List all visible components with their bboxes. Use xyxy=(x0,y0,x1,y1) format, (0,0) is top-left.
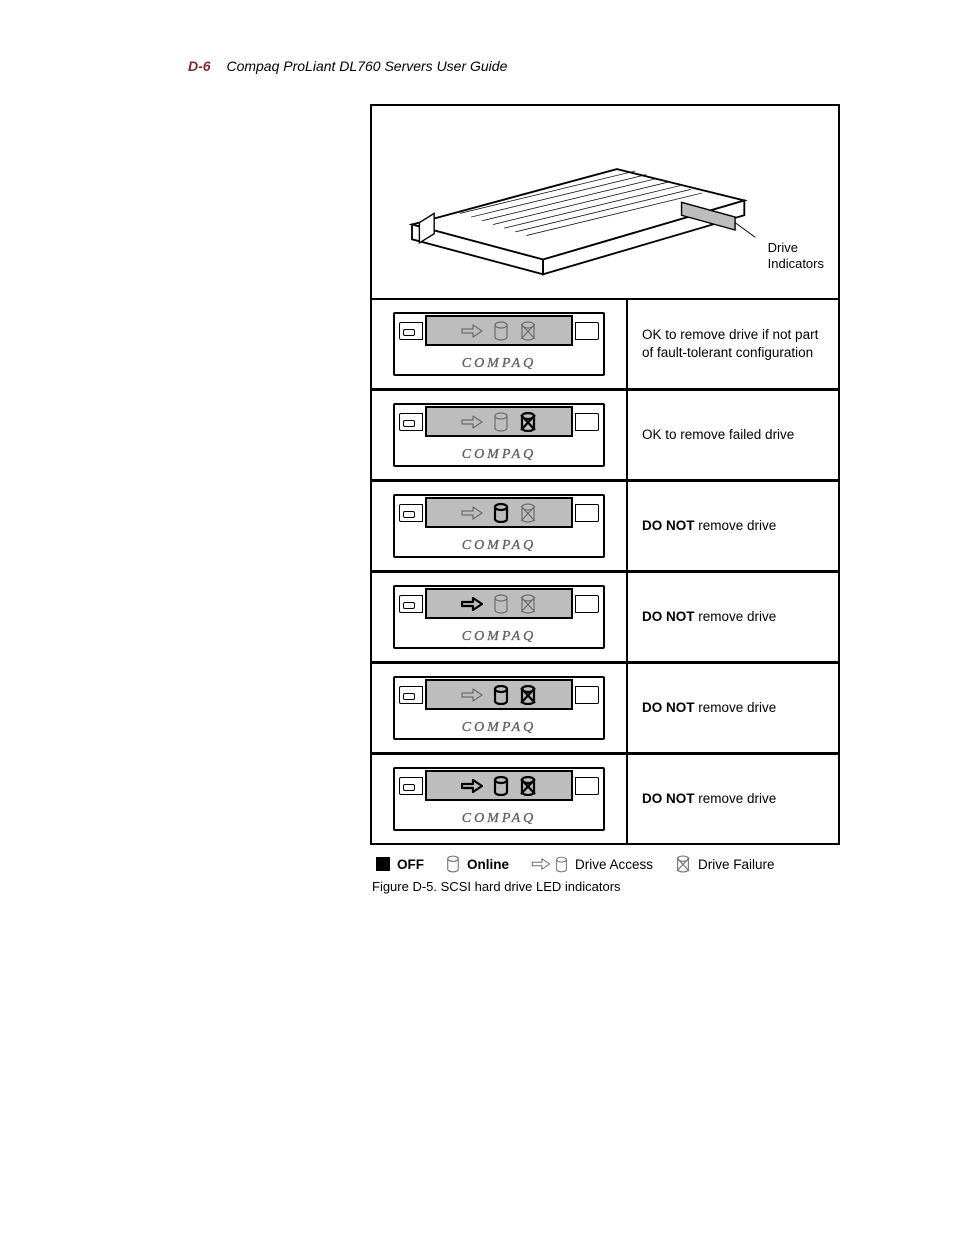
latch-right-icon xyxy=(575,777,599,795)
drive-panel-cell: COMPAQ xyxy=(372,482,628,570)
online-led-icon xyxy=(493,412,509,432)
label-line1: Drive xyxy=(768,240,798,255)
indicator-row: COMPAQ DO NOT remove drive xyxy=(370,754,840,845)
desc-bold: DO NOT xyxy=(642,791,695,806)
desc-bold: DO NOT xyxy=(642,700,695,715)
brand-text: COMPAQ xyxy=(393,629,605,645)
led-strip xyxy=(425,406,573,437)
drive-front-panel: COMPAQ xyxy=(393,494,605,558)
drive-access-led-icon xyxy=(461,596,483,612)
row-description: OK to remove drive if not part of fault-… xyxy=(628,300,838,388)
drive-access-led-icon xyxy=(461,687,483,703)
indicator-row: COMPAQ DO NOT remove drive xyxy=(370,663,840,754)
led-strip xyxy=(425,770,573,801)
drive-panel-cell: COMPAQ xyxy=(372,664,628,752)
cylinder-icon xyxy=(446,855,460,873)
led-strip xyxy=(425,315,573,346)
led-strip xyxy=(425,497,573,528)
indicator-row: COMPAQ OK to remove drive if not part of… xyxy=(370,298,840,390)
drive-isometric-drawing xyxy=(390,158,770,278)
row-description: DO NOT remove drive xyxy=(628,573,838,661)
drive-front-panel: COMPAQ xyxy=(393,312,605,376)
drive-panel-cell: COMPAQ xyxy=(372,755,628,843)
drive-isometric-cell: Drive Indicators xyxy=(370,104,840,298)
led-strip xyxy=(425,679,573,710)
drive-panel-cell: COMPAQ xyxy=(372,391,628,479)
latch-right-icon xyxy=(575,413,599,431)
row-description: DO NOT remove drive xyxy=(628,664,838,752)
drive-access-led-icon xyxy=(461,778,483,794)
latch-left-icon xyxy=(399,504,423,522)
indicator-row: COMPAQ OK to remove failed drive xyxy=(370,390,840,481)
desc-bold: DO NOT xyxy=(642,518,695,533)
online-led-icon xyxy=(493,503,509,523)
latch-right-icon xyxy=(575,504,599,522)
legend-off: OFF xyxy=(376,857,424,872)
document-title: Compaq ProLiant DL760 Servers User Guide xyxy=(226,58,507,74)
drive-failure-led-icon xyxy=(519,685,537,705)
row-description: OK to remove failed drive xyxy=(628,391,838,479)
legend-off-label: OFF xyxy=(397,857,424,872)
figure-d5: Drive Indicators COMPAQ OK to remove dri… xyxy=(370,104,840,894)
legend-failure: Drive Failure xyxy=(675,855,775,873)
legend-online: Online xyxy=(446,855,509,873)
drive-front-panel: COMPAQ xyxy=(393,676,605,740)
brand-text: COMPAQ xyxy=(393,538,605,554)
drive-access-led-icon xyxy=(461,323,483,339)
drive-failure-led-icon xyxy=(519,321,537,341)
latch-left-icon xyxy=(399,686,423,704)
online-led-icon xyxy=(493,594,509,614)
brand-text: COMPAQ xyxy=(393,356,605,372)
figure-caption: Figure D-5. SCSI hard drive LED indicato… xyxy=(370,877,840,894)
brand-text: COMPAQ xyxy=(393,447,605,463)
desc-rest: remove drive xyxy=(695,791,777,806)
drive-panel-cell: COMPAQ xyxy=(372,300,628,388)
drive-indicators-label: Drive Indicators xyxy=(768,240,824,273)
latch-left-icon xyxy=(399,322,423,340)
desc-rest: remove drive xyxy=(695,518,777,533)
latch-left-icon xyxy=(399,413,423,431)
latch-right-icon xyxy=(575,686,599,704)
arrow-cylinder-icon xyxy=(531,856,568,873)
latch-left-icon xyxy=(399,595,423,613)
desc-bold: DO NOT xyxy=(642,609,695,624)
drive-access-led-icon xyxy=(461,505,483,521)
drive-front-panel: COMPAQ xyxy=(393,585,605,649)
drive-front-panel: COMPAQ xyxy=(393,403,605,467)
latch-left-icon xyxy=(399,777,423,795)
indicator-row: COMPAQ DO NOT remove drive xyxy=(370,481,840,572)
drive-panel-cell: COMPAQ xyxy=(372,573,628,661)
drive-access-led-icon xyxy=(461,414,483,430)
legend: OFF Online Drive Access Drive Failure xyxy=(370,845,840,877)
desc-rest: remove drive xyxy=(695,609,777,624)
row-description: DO NOT remove drive xyxy=(628,482,838,570)
brand-text: COMPAQ xyxy=(393,811,605,827)
row-description: DO NOT remove drive xyxy=(628,755,838,843)
page-header: D-6 Compaq ProLiant DL760 Servers User G… xyxy=(188,58,507,74)
online-led-icon xyxy=(493,321,509,341)
brand-text: COMPAQ xyxy=(393,720,605,736)
legend-access-label: Drive Access xyxy=(575,857,653,872)
label-line2: Indicators xyxy=(768,256,824,271)
drive-failure-led-icon xyxy=(519,503,537,523)
indicator-row: COMPAQ DO NOT remove drive xyxy=(370,572,840,663)
online-led-icon xyxy=(493,685,509,705)
legend-failure-label: Drive Failure xyxy=(698,857,775,872)
page-number: D-6 xyxy=(188,58,211,74)
x-cylinder-icon xyxy=(675,855,691,873)
drive-front-panel: COMPAQ xyxy=(393,767,605,831)
legend-online-label: Online xyxy=(467,857,509,872)
latch-right-icon xyxy=(575,322,599,340)
desc-rest: OK to remove failed drive xyxy=(642,426,794,444)
off-swatch-icon xyxy=(376,857,390,871)
legend-access: Drive Access xyxy=(531,856,653,873)
led-strip xyxy=(425,588,573,619)
drive-failure-led-icon xyxy=(519,776,537,796)
online-led-icon xyxy=(493,776,509,796)
drive-failure-led-icon xyxy=(519,412,537,432)
drive-failure-led-icon xyxy=(519,594,537,614)
desc-rest: OK to remove drive if not part of fault-… xyxy=(642,326,824,362)
latch-right-icon xyxy=(575,595,599,613)
desc-rest: remove drive xyxy=(695,700,777,715)
